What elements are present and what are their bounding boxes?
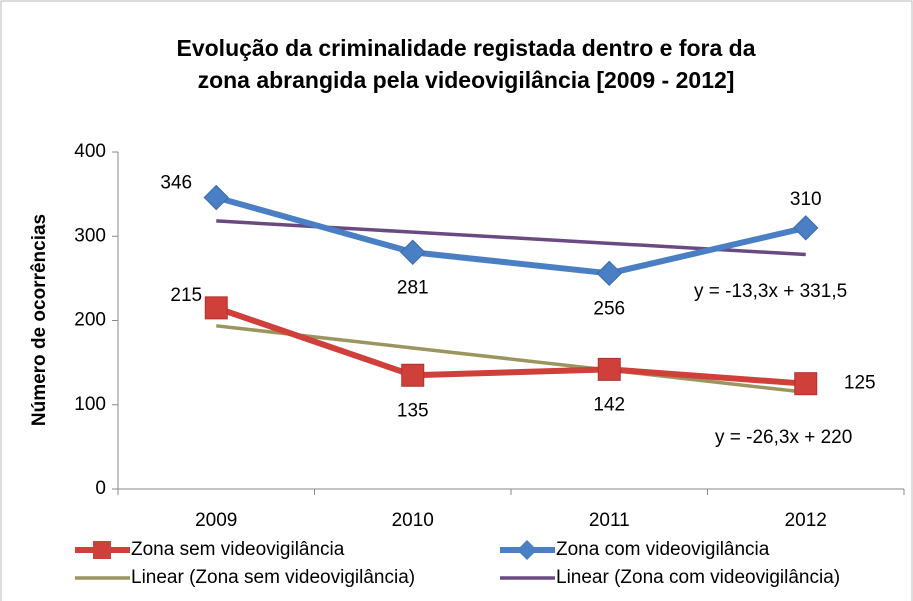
annotation: y = -13,3x + 331,5 [694, 281, 847, 302]
data-label: 346 [160, 173, 192, 194]
y-axis-label: Número de ocorrências [29, 214, 50, 426]
series-line [215, 194, 807, 277]
x-tick-label: 2011 [589, 510, 630, 531]
legend-label: Linear (Zona com videovigilância) [556, 567, 840, 588]
data-label: 215 [170, 285, 202, 306]
legend-label: Zona sem videovigilância [131, 539, 345, 560]
y-tick-label: 100 [74, 394, 106, 415]
x-tick-label: 2012 [785, 510, 827, 531]
legend-marker [517, 540, 537, 560]
data-label: 256 [593, 298, 625, 319]
data-label: 125 [844, 373, 876, 394]
y-tick-label: 300 [74, 225, 106, 246]
y-tick-label: 400 [74, 141, 106, 162]
series-line [215, 305, 806, 387]
marker [401, 363, 425, 387]
marker [794, 372, 818, 396]
marker [596, 260, 622, 287]
data-label: 135 [397, 400, 429, 421]
y-tick-label: 200 [74, 310, 106, 331]
trend-line [216, 324, 806, 395]
data-label: 142 [593, 394, 625, 415]
annotation: y = -26,3x + 220 [715, 427, 852, 448]
marker [597, 357, 621, 381]
legend-label: Zona com videovigilância [556, 539, 770, 560]
data-label: 310 [790, 189, 822, 210]
marker [793, 215, 819, 241]
chart-title: zona abrangida pela videovigilância [200… [198, 67, 735, 93]
legend-marker [93, 541, 111, 559]
y-tick-label: 0 [95, 478, 106, 499]
marker [204, 296, 228, 320]
x-tick-label: 2009 [195, 510, 237, 531]
data-label: 281 [397, 277, 429, 298]
marker [203, 184, 229, 211]
marker [400, 239, 426, 265]
legend-label: Linear (Zona sem videovigilância) [131, 567, 415, 588]
x-tick-label: 2010 [392, 510, 434, 531]
chart-title: Evolução da criminalidade registada dent… [177, 35, 756, 61]
